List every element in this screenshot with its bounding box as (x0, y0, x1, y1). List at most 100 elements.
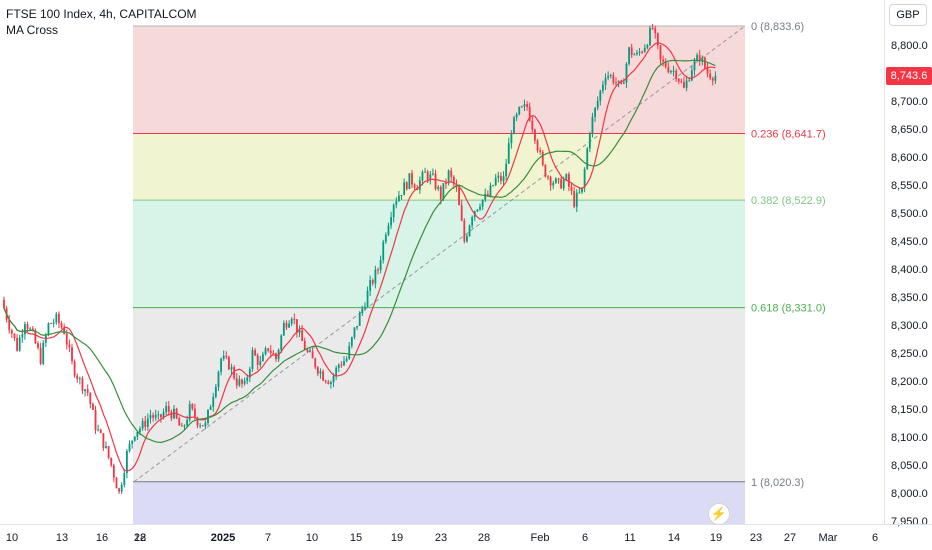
candle-body (225, 355, 228, 357)
candle-body (204, 422, 207, 427)
candle-body (251, 350, 254, 369)
indicator-label[interactable]: MA Cross (6, 23, 59, 37)
candle-body (157, 414, 160, 416)
candle-body (615, 82, 617, 84)
time-tick-label: 23 (750, 532, 762, 544)
ma-slow-line (3, 59, 716, 444)
candle-body (549, 176, 552, 186)
candle-body (667, 67, 670, 73)
candle-body (602, 84, 604, 91)
candle-body (167, 406, 170, 412)
candle-body (581, 187, 583, 193)
candle-body (311, 351, 314, 359)
candle-body (165, 406, 168, 413)
candle-body (37, 343, 39, 348)
candle-body (133, 436, 136, 441)
candle-body (327, 381, 330, 384)
candle-body (387, 225, 390, 235)
candle-body (690, 70, 693, 81)
candle-body (47, 323, 50, 335)
candle-body (102, 433, 105, 448)
candle-body (89, 392, 92, 404)
candle-body (400, 195, 403, 197)
candle-body (332, 375, 335, 383)
candle-body (126, 451, 128, 474)
price-tick-label: 8,050.0 (891, 460, 928, 472)
candle-body (471, 217, 474, 226)
time-tick-label: 19 (710, 532, 722, 544)
candle-body (662, 59, 664, 62)
candle-body (510, 133, 513, 144)
candle-body (651, 27, 654, 29)
candle-body (588, 133, 591, 149)
price-tick-label: 8,300.0 (891, 320, 928, 332)
price-axis[interactable]: 8,800.08,750.08,700.08,650.08,600.08,550… (891, 40, 928, 528)
candle-body (136, 432, 139, 437)
candle-body (282, 323, 285, 336)
time-tick-label: 10 (6, 532, 18, 544)
candle-body (494, 177, 497, 186)
candle-body (450, 170, 453, 177)
price-tick-label: 7,950.0 (891, 516, 928, 528)
candle-body (677, 78, 680, 82)
candle-body (178, 418, 181, 426)
fib-label-0.618: 0.618 (8,331.0) (751, 303, 826, 315)
currency-selector[interactable]: GBP (889, 4, 927, 26)
time-tick-label: 14 (668, 532, 680, 544)
time-tick-label: Feb (531, 532, 550, 544)
candle-body (343, 361, 345, 366)
flash-icon[interactable]: ⚡ (708, 503, 730, 525)
candle-body (390, 217, 392, 226)
candle-body (301, 330, 304, 341)
time-tick-label: 6 (872, 532, 878, 544)
price-tick-label: 8,550.0 (891, 180, 928, 192)
candle-body (434, 173, 437, 189)
candle-body (371, 280, 374, 284)
candle-body (293, 318, 296, 320)
candle-body (445, 183, 447, 185)
candle-body (222, 355, 225, 359)
candle-body (502, 176, 505, 182)
candle-body (570, 186, 573, 192)
candle-body (238, 379, 241, 386)
candle-body (248, 368, 251, 378)
price-tick-label: 8,600.0 (891, 152, 928, 164)
fib-zone-0 (133, 26, 745, 134)
candle-body (97, 429, 100, 431)
candle-body (382, 241, 385, 260)
candle-body (466, 235, 468, 242)
candle-body (528, 106, 531, 121)
candle-body (421, 171, 424, 181)
candle-body (497, 175, 500, 178)
candle-body (298, 330, 301, 333)
candle-body (432, 173, 434, 175)
candle-body (58, 313, 60, 324)
candle-body (536, 140, 539, 151)
candle-body (235, 378, 238, 386)
fibonacci-retracement[interactable]: 0 (8,833.6) 0.236 (8,641.7) 0.382 (8,522.9… (133, 21, 826, 524)
time-tick-label: 27 (784, 532, 796, 544)
time-tick-label: 11 (624, 532, 635, 544)
candle-body (507, 143, 510, 164)
fib-label-1: 1 (8,020.3) (751, 477, 804, 489)
fib-zone-0.618 (133, 307, 745, 482)
candle-body (55, 313, 58, 323)
candle-body (534, 129, 536, 141)
candle-body (29, 328, 32, 330)
candle-body (180, 425, 183, 427)
candle-body (405, 182, 408, 190)
candle-body (309, 351, 311, 353)
candle-body (259, 361, 262, 365)
price-tick-label: 8,200.0 (891, 376, 928, 388)
candle-body (194, 408, 196, 418)
price-tick-label: 8,500.0 (891, 208, 928, 220)
candle-body (230, 367, 233, 370)
candle-body (86, 389, 89, 393)
candle-body (656, 33, 659, 46)
candle-body (714, 75, 717, 81)
candle-body (316, 367, 319, 374)
candle-body (659, 45, 662, 60)
price-axis-divider (884, 0, 885, 524)
